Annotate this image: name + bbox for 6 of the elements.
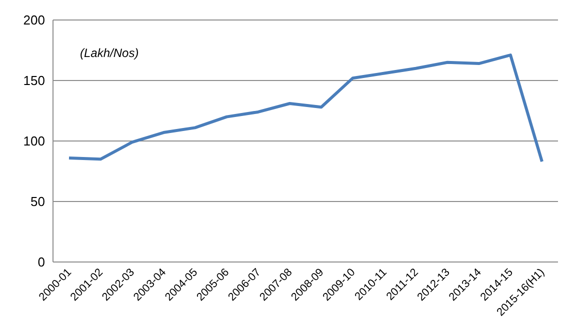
- y-tick-label: 200: [23, 12, 45, 28]
- y-tick-label: 150: [23, 73, 45, 88]
- y-tick-label: 100: [23, 134, 45, 149]
- y-tick-label: 50: [30, 194, 45, 210]
- annotation: (Lakh/Nos): [80, 46, 139, 60]
- y-tick-label: 0: [38, 254, 45, 270]
